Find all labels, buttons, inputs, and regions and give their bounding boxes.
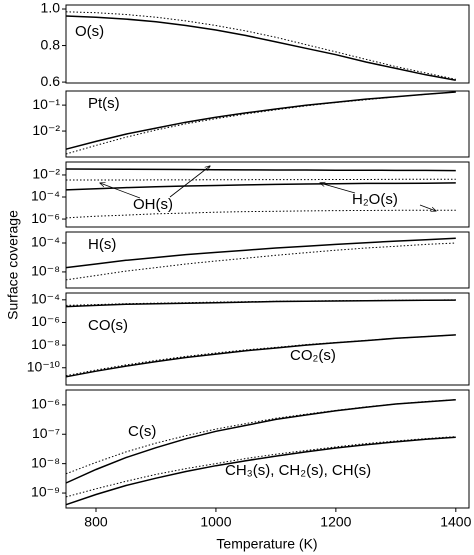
annotation: O(s)	[75, 23, 104, 40]
panel-frame	[65, 231, 470, 289]
y-tick-label: 10⁻⁷	[32, 425, 60, 441]
line-series	[66, 178, 456, 181]
line-series	[65, 182, 456, 191]
annotation: CO(s)	[88, 317, 128, 334]
line-series	[65, 15, 456, 82]
annotation: C(s)	[128, 423, 156, 440]
panel-frame	[65, 90, 470, 158]
y-tick-label: 10⁻¹	[32, 96, 60, 112]
y-tick-label: 10⁻²	[32, 166, 60, 182]
annotation-arrow	[320, 183, 356, 194]
line-series	[65, 91, 456, 155]
y-tick-label: 10⁻²	[32, 122, 60, 138]
line-series	[65, 299, 456, 308]
y-tick-label: 0.6	[41, 73, 61, 89]
line-series	[65, 436, 456, 506]
panel-frame	[65, 389, 470, 509]
annotation: H₂O(s)	[352, 191, 398, 208]
y-tick-label: 10⁻¹⁰	[27, 358, 61, 374]
y-tick-label: 10⁻⁸	[31, 454, 60, 470]
y-tick-label: 10⁻⁶	[31, 313, 60, 329]
line-series	[65, 209, 456, 219]
y-tick-label: 10⁻⁴	[31, 188, 60, 204]
annotation-arrow	[169, 166, 210, 198]
annotation: CO₂(s)	[290, 347, 336, 364]
y-tick-label: 10⁻⁴	[31, 234, 60, 250]
line-series	[65, 91, 456, 150]
x-axis-label: Temperature (K)	[216, 536, 317, 552]
y-tick-label: 0.8	[41, 36, 61, 52]
line-series	[65, 242, 456, 281]
x-tick-label: 1400	[440, 514, 471, 530]
annotation: OH(s)	[133, 196, 173, 213]
panel-frame	[65, 4, 470, 84]
y-tick-label: 1.0	[41, 0, 61, 16]
y-axis-label: Surface coverage	[5, 210, 21, 320]
panel-frame	[65, 292, 470, 386]
x-tick-label: 1200	[320, 514, 351, 530]
x-tick-label: 1000	[200, 514, 231, 530]
y-tick-label: 10⁻⁴	[31, 291, 60, 307]
y-tick-label: 10⁻⁶	[31, 396, 60, 412]
line-series	[65, 436, 456, 498]
line-series	[65, 11, 456, 80]
y-tick-label: 10⁻⁸	[31, 336, 60, 352]
annotation: H(s)	[88, 236, 116, 253]
annotation-arrow	[419, 204, 436, 211]
line-series	[65, 399, 456, 475]
line-series	[65, 237, 456, 269]
line-series	[65, 334, 456, 378]
annotation: CH₃(s), CH₂(s), CH(s)	[225, 462, 371, 479]
line-series	[65, 168, 456, 172]
panel-frame	[65, 161, 470, 228]
x-tick-label: 800	[84, 514, 108, 530]
line-series	[65, 334, 456, 377]
annotation: Pt(s)	[88, 95, 120, 112]
y-tick-label: 10⁻⁹	[31, 484, 60, 500]
y-tick-label: 10⁻⁸	[31, 263, 60, 279]
y-tick-label: 10⁻⁶	[31, 210, 60, 226]
annotation-arrow	[100, 183, 141, 199]
